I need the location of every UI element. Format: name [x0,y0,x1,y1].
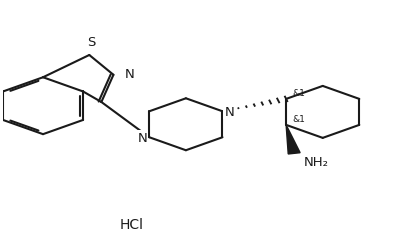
Text: &1: &1 [292,88,305,98]
Text: N: N [224,105,234,118]
Text: N: N [125,68,135,81]
Text: N: N [137,131,147,144]
Text: &1: &1 [292,114,305,123]
Text: S: S [87,36,95,49]
Text: HCl: HCl [120,218,144,232]
Text: NH₂: NH₂ [304,155,329,168]
Polygon shape [286,125,300,154]
